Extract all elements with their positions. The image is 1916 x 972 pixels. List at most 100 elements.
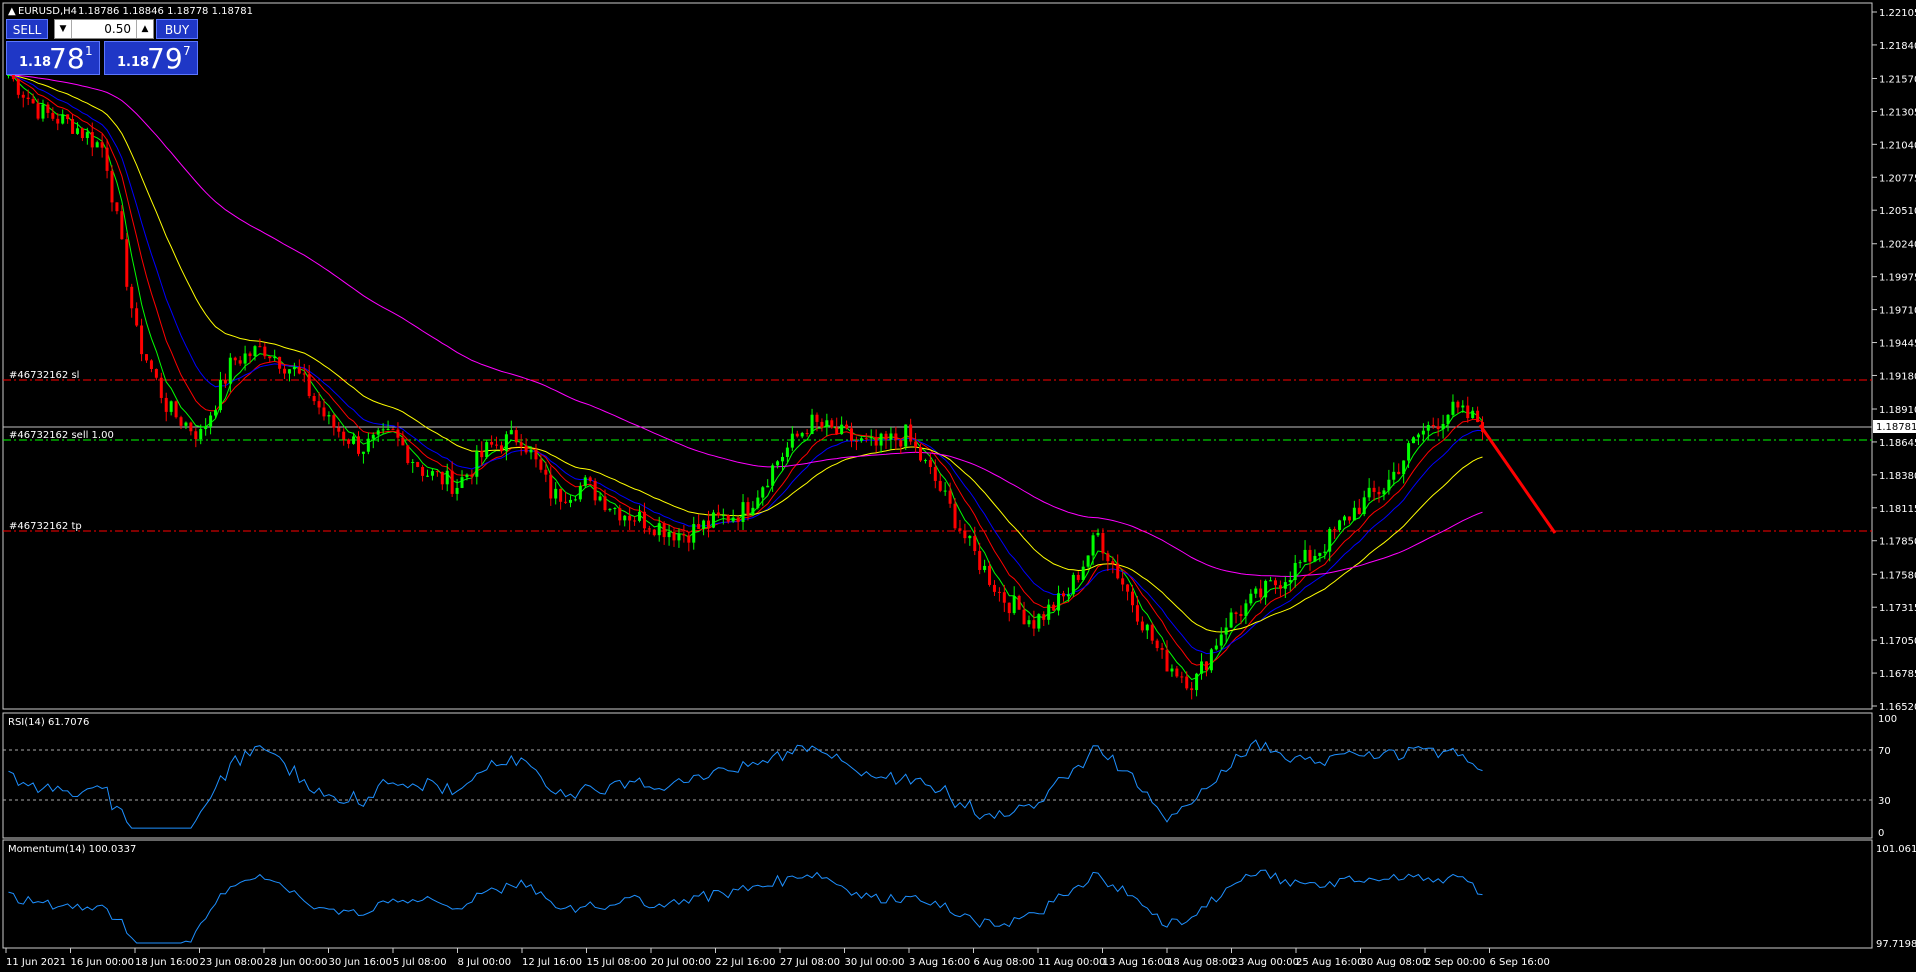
candle-body [302,373,306,375]
candle-body [1086,555,1090,567]
candle-body [854,440,858,442]
rsi-level-30: 30 [1878,796,1891,807]
candle-body [1145,624,1149,631]
buy-price-fraction: 7 [183,44,191,58]
candle-body [1456,401,1460,408]
candle-body [1298,562,1302,564]
candle-body [465,474,469,478]
candle-body [470,474,474,477]
ma-blue-line [8,74,1483,655]
time-tick-label: 16 Jun 00:00 [71,957,135,968]
time-tick-label: 3 Aug 16:00 [909,957,970,968]
candle-body [1377,491,1381,495]
candle-body [455,487,459,494]
lot-increase-icon[interactable]: ▲ [136,20,153,38]
candle-body [943,490,947,492]
candle-body [785,447,789,457]
candle-body [573,499,577,501]
candle-body [1254,588,1258,594]
candle-body [923,460,927,462]
candle-body [1357,507,1361,515]
candle-body [327,415,331,417]
candle-body [1402,460,1406,475]
buy-button[interactable]: BUY [156,19,198,39]
sl-label: #46732162 sl [9,370,79,381]
sell-button[interactable]: SELL [6,19,48,39]
buy-price-button[interactable]: 1.18 79 7 [104,41,198,75]
time-tick-label: 27 Jul 08:00 [780,957,840,968]
time-tick-label: 11 Aug 00:00 [1038,957,1105,968]
candle-body [988,565,992,585]
time-tick-label: 13 Aug 16:00 [1103,957,1170,968]
momentum-line [8,869,1483,944]
candle-body [248,353,252,357]
candle-body [154,368,158,378]
candle-body [435,471,439,473]
candle-body [381,429,385,431]
candle-body [578,485,582,500]
candle-body [352,436,356,444]
candle-body [1002,592,1006,603]
candle-body [130,286,134,309]
candle-body [1165,649,1169,672]
candle-body [140,325,144,355]
symbol-arrow-icon[interactable]: ▲ [8,6,16,17]
candle-body [588,477,592,481]
candle-body [1111,561,1115,564]
candle-body [1293,562,1297,580]
candle-body [1017,595,1021,610]
candle-body [278,356,282,369]
candle-body [938,480,942,491]
sell-price-button[interactable]: 1.18 78 1 [6,41,100,75]
candle-body [499,445,503,452]
candle-body [874,437,878,446]
candle-body [948,490,952,504]
candle-body [751,507,755,516]
candle-body [909,424,913,442]
candle-body [928,460,932,468]
candle-body [529,449,533,453]
candle-body [780,456,784,462]
candle-body [899,440,903,447]
candle-body [356,436,360,454]
candle-body [1466,405,1470,419]
lot-size-value[interactable]: 0.50 [104,22,131,36]
momentum-label: Momentum(14) 100.0337 [8,844,136,855]
candle-body [342,431,346,440]
time-tick-label: 6 Aug 08:00 [974,957,1035,968]
candle-body [199,429,203,440]
candle-body [1318,552,1322,556]
candle-body [406,445,410,463]
lot-decrease-icon[interactable]: ▼ [55,20,72,38]
price-tick-label: 1.17580 [1879,570,1916,581]
candle-body [726,515,730,522]
candle-body [253,346,257,357]
candle-body [209,415,213,427]
time-tick-label: 18 Aug 08:00 [1167,957,1234,968]
candle-body [1012,595,1016,614]
candle-body [667,531,671,538]
time-tick-label: 20 Jul 00:00 [651,957,711,968]
candle-body [416,461,420,467]
candle-body [1372,487,1376,492]
candle-body [707,520,711,528]
candle-body [287,369,291,374]
candle-body [1214,645,1218,650]
candle-body [450,470,454,494]
candle-body [366,438,370,452]
candle-body [1278,585,1282,589]
candle-body [1342,516,1346,521]
rsi-label: RSI(14) 61.7076 [8,717,89,728]
lot-size-field[interactable]: ▼ 0.50 ▲ [54,19,154,39]
candle-body [1200,661,1204,674]
buy-price-prefix: 1.18 [117,55,150,70]
price-tick-label: 1.20510 [1879,206,1916,217]
candle-body [968,535,972,539]
candle-body [879,433,883,446]
candle-body [71,119,75,134]
price-tick-label: 1.17850 [1879,537,1916,548]
candle-body [1047,604,1051,620]
candle-body [1244,603,1248,617]
time-tick-label: 12 Jul 16:00 [522,957,582,968]
